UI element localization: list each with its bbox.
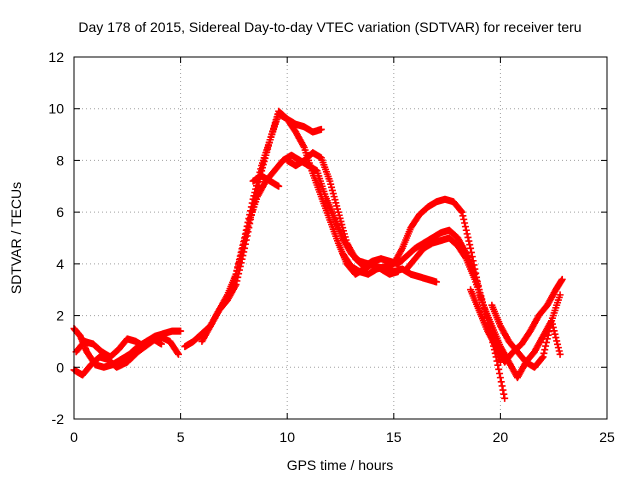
data-point	[469, 257, 477, 265]
data-point	[244, 222, 252, 230]
data-point	[236, 255, 244, 263]
data-point	[501, 394, 509, 402]
data-point	[548, 317, 556, 325]
data-point	[457, 207, 465, 215]
x-tick-label: 5	[177, 429, 185, 445]
data-point	[458, 208, 466, 216]
data-points	[70, 107, 566, 402]
data-point	[461, 219, 469, 227]
data-point	[553, 337, 561, 345]
data-point	[239, 244, 247, 252]
data-point	[544, 331, 552, 339]
data-point	[157, 340, 165, 348]
data-point	[550, 327, 558, 335]
data-point	[177, 327, 185, 335]
data-point	[542, 342, 550, 350]
x-tick-label: 25	[599, 429, 615, 445]
data-point	[498, 382, 506, 390]
data-point	[556, 350, 564, 358]
data-point	[466, 241, 474, 249]
data-point	[539, 353, 547, 361]
data-point	[556, 291, 564, 299]
y-tick-label: 10	[48, 101, 64, 117]
data-point	[543, 335, 551, 343]
data-point	[549, 323, 557, 331]
y-tick-label: 2	[56, 308, 64, 324]
data-point	[500, 390, 508, 398]
y-tick-label: -2	[52, 411, 65, 427]
y-tick-label: 0	[56, 359, 64, 375]
data-point	[496, 374, 504, 382]
data-point	[558, 275, 566, 283]
series-track-b	[70, 332, 182, 379]
y-axis-label: SDTVAR / TECUs	[8, 182, 24, 294]
data-point	[461, 223, 469, 231]
data-point	[465, 237, 473, 245]
chart-title: Day 178 of 2015, Sidereal Day-to-day VTE…	[78, 19, 581, 35]
data-point	[174, 350, 182, 358]
x-tick-label: 10	[279, 429, 295, 445]
data-point	[241, 237, 249, 245]
data-point	[494, 361, 502, 369]
data-point	[497, 378, 505, 386]
data-point	[499, 386, 507, 394]
series-track-j	[403, 234, 564, 382]
data-point	[174, 349, 182, 357]
data-point	[462, 226, 470, 234]
data-point	[464, 233, 472, 241]
x-tick-label: 15	[386, 429, 402, 445]
data-point	[551, 330, 559, 338]
data-point	[463, 230, 471, 238]
data-point	[538, 354, 546, 362]
y-tick-label: 4	[56, 256, 64, 272]
data-point	[275, 182, 283, 190]
data-point	[468, 253, 476, 261]
data-point	[238, 247, 246, 255]
data-point	[495, 365, 503, 373]
data-point	[432, 278, 440, 286]
data-point	[554, 340, 562, 348]
data-point	[540, 349, 548, 357]
data-point	[467, 244, 475, 252]
data-point	[240, 240, 248, 248]
data-point	[542, 338, 550, 346]
series-track-k	[467, 275, 566, 366]
data-point	[459, 212, 467, 220]
series-track-c	[72, 335, 165, 361]
data-point	[460, 215, 468, 223]
x-tick-label: 0	[70, 429, 78, 445]
data-point	[317, 125, 325, 133]
data-point	[241, 233, 249, 241]
data-point	[496, 369, 504, 377]
x-tick-label: 20	[493, 429, 509, 445]
data-point	[493, 357, 501, 365]
plot-frame	[73, 56, 608, 420]
x-axis-label: GPS time / hours	[287, 457, 394, 473]
series-track-g	[249, 172, 283, 190]
series-track-l	[488, 301, 564, 371]
data-point	[548, 320, 556, 328]
series-track-h	[283, 149, 504, 366]
data-point	[541, 346, 549, 354]
y-tick-label: 8	[56, 152, 64, 168]
data-point	[554, 344, 562, 352]
grid-lines	[74, 57, 607, 419]
data-point	[467, 248, 475, 256]
data-point	[555, 347, 563, 355]
y-tick-label: 6	[56, 204, 64, 220]
data-point	[243, 226, 251, 234]
axis-ticks: 0 5 10 15 20 25 -2 0 2 4 6 8 10 12	[48, 49, 615, 445]
data-point	[237, 251, 245, 259]
data-point	[552, 334, 560, 342]
data-point	[492, 353, 500, 361]
data-point	[242, 229, 250, 237]
y-tick-label: 12	[48, 49, 64, 65]
